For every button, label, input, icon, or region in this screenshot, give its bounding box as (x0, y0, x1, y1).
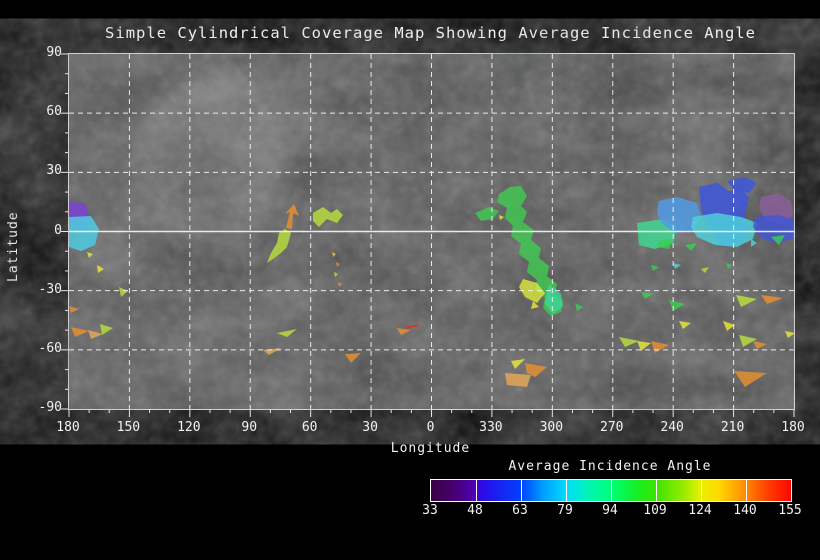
coverage-patch (691, 213, 757, 247)
colorbar-tick-label: 63 (512, 503, 528, 518)
coverage-patch (336, 262, 340, 267)
coverage-patch (771, 235, 785, 245)
coverage-patch (657, 239, 673, 249)
coverage-patch (405, 324, 419, 329)
axis-ticks (61, 53, 795, 417)
lat-tick-label: 90 (46, 45, 62, 60)
coverage-patch (673, 263, 681, 269)
lat-tick-label: 60 (46, 104, 62, 120)
coverage-patch (679, 321, 691, 329)
coverage-patch (726, 263, 732, 269)
coverage-patch (531, 301, 539, 309)
colorbar-divider (521, 480, 522, 501)
lat-tick-label: 30 (46, 163, 62, 179)
lon-tick-label: 60 (301, 420, 318, 435)
coverage-patch (87, 252, 93, 258)
lon-tick-label: 270 (600, 420, 624, 435)
coverage-patch (736, 295, 757, 307)
x-axis-label: Longitude (390, 441, 471, 456)
coverage-patch (69, 306, 79, 313)
coverage-patch (100, 324, 113, 335)
coverage-patch (345, 353, 361, 363)
lon-tick-label: 180 (56, 420, 80, 435)
coverage-patch (338, 282, 342, 287)
colorbar-divider (611, 480, 612, 501)
coverage-patch (734, 371, 767, 387)
coverage-patch (475, 207, 499, 221)
colorbar-tick-label: 124 (688, 503, 712, 518)
lat-tick-label: -90 (38, 400, 62, 415)
coverage-patch (739, 335, 757, 347)
coverage-patch (641, 292, 653, 299)
colorbar-tick-label: 109 (643, 503, 667, 518)
lat-tick-label: -30 (38, 281, 62, 297)
lon-tick-label: 300 (539, 420, 564, 435)
coverage-patch (619, 337, 639, 347)
colorbar (430, 479, 792, 502)
coverage-patch (657, 197, 701, 233)
colorbar-tick-label: 155 (778, 503, 802, 518)
lon-tick-label: 90 (241, 420, 258, 435)
coverage-map-svg (36, 53, 803, 417)
coverage-patch (723, 321, 735, 331)
lon-tick-label: 150 (116, 420, 141, 435)
lat-tick-label: -60 (38, 340, 62, 356)
coverage-patch (267, 229, 291, 263)
coverage-patch (511, 359, 525, 369)
colorbar-tick-label: 140 (733, 503, 757, 518)
coverage-patch (525, 363, 547, 377)
coverage-patch (332, 252, 336, 257)
colorbar-tick-label: 79 (557, 503, 573, 518)
coverage-patch (97, 265, 104, 273)
coverage-patch (785, 331, 795, 338)
coverage-patch (499, 215, 504, 220)
colorbar-divider (701, 480, 702, 501)
lon-tick-label: 120 (177, 420, 201, 435)
coverage-patch (761, 295, 783, 304)
lon-tick-label: 0 (426, 420, 435, 435)
colorbar-divider (746, 480, 747, 501)
lon-tick-label: 180 (781, 420, 805, 435)
colorbar-tick-label: 33 (422, 503, 438, 518)
coverage-patch (71, 327, 89, 337)
graticule (69, 54, 794, 409)
coverage-patch (397, 328, 411, 335)
coverage-patch (685, 243, 697, 251)
colorbar-divider (476, 480, 477, 501)
coverage-patch (277, 329, 297, 337)
coverage-patch (727, 177, 757, 193)
coverage-patch (119, 287, 128, 297)
coverage-patch (637, 341, 651, 351)
map-area (36, 53, 803, 417)
coverage-patch (285, 204, 299, 229)
coverage-patch (575, 303, 583, 311)
coverage-patch (751, 239, 757, 247)
coverage-patch (651, 265, 659, 271)
coverage-patch (69, 216, 99, 251)
colorbar-tick-label: 48 (467, 503, 483, 518)
coverage-patch (334, 272, 338, 277)
chart-title: Simple Cylindrical Coverage Map Showing … (105, 24, 756, 42)
coverage-patch (753, 341, 767, 349)
lat-tick-label: 0 (54, 222, 62, 238)
lon-tick-label: 240 (660, 420, 684, 435)
lon-tick-label: 330 (479, 420, 503, 435)
lon-tick-label: 210 (720, 420, 745, 435)
colorbar-divider (656, 480, 657, 501)
coverage-patch (505, 373, 531, 387)
colorbar-title: Average Incidence Angle (508, 459, 712, 474)
coverage-patch (497, 186, 563, 316)
colorbar-divider (566, 480, 567, 501)
colorbar-tick-label: 94 (602, 503, 618, 518)
lon-tick-label: 30 (362, 420, 378, 435)
coverage-patch (545, 284, 563, 314)
coverage-patch (701, 267, 709, 273)
coverage-patch (313, 207, 343, 227)
coverage-patch (88, 330, 103, 339)
